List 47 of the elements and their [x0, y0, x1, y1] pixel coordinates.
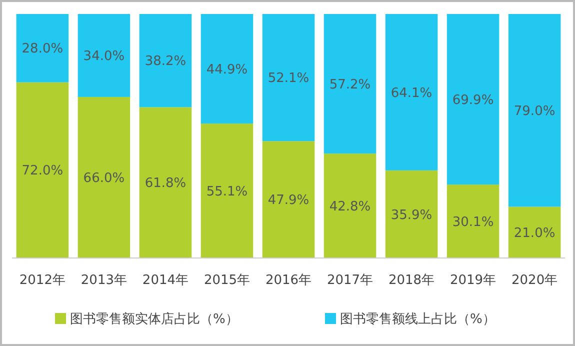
bar [200, 124, 254, 258]
data-label: 30.1% [452, 214, 494, 230]
data-label: 35.9% [390, 208, 432, 223]
data-label: 28.0% [22, 42, 64, 57]
x-tick-label: 2012年 [19, 273, 66, 288]
x-tick-label: 2019年 [450, 273, 496, 288]
bar [200, 14, 254, 124]
data-label: 66.0% [83, 171, 125, 186]
bar [139, 14, 192, 108]
bar [385, 14, 438, 170]
data-label: 21.0% [514, 226, 556, 241]
data-label: 61.8% [144, 176, 186, 192]
bar [508, 206, 561, 258]
x-tick-label: 2014年 [142, 273, 189, 288]
data-label: 52.1% [268, 71, 310, 86]
data-label: 72.0% [22, 164, 64, 179]
legend-label: 图书零售额实体店占比（%） [70, 311, 238, 327]
data-label: 42.8% [329, 199, 371, 214]
x-tick-label: 2015年 [204, 273, 250, 288]
data-label: 55.1% [206, 184, 248, 200]
bar [16, 14, 69, 82]
bar [262, 141, 315, 258]
bar [78, 14, 130, 97]
x-tick-label: 2020年 [512, 273, 558, 288]
x-tick-label: 2016年 [265, 273, 312, 288]
bar [262, 14, 315, 142]
bar [324, 14, 376, 154]
data-label: 38.2% [144, 54, 186, 70]
bar [16, 82, 69, 258]
data-label: 79.0% [514, 104, 556, 119]
data-label: 44.9% [206, 62, 248, 78]
x-tick-label: 2018年 [388, 273, 435, 288]
bar [446, 184, 500, 258]
data-label: 57.2% [329, 77, 371, 92]
bar [385, 170, 438, 258]
bar [78, 96, 130, 258]
bar [508, 14, 561, 207]
bar [324, 154, 376, 258]
bar [139, 107, 192, 258]
x-tick-label: 2013年 [80, 273, 128, 288]
legend-label: 图书零售额线上占比（%） [340, 312, 496, 327]
x-tick-label: 2017年 [326, 273, 374, 288]
data-label: 34.0% [83, 49, 125, 64]
data-label: 47.9% [268, 193, 310, 208]
data-label: 69.9% [452, 92, 494, 108]
bar [446, 14, 500, 185]
data-label: 64.1% [390, 86, 432, 101]
